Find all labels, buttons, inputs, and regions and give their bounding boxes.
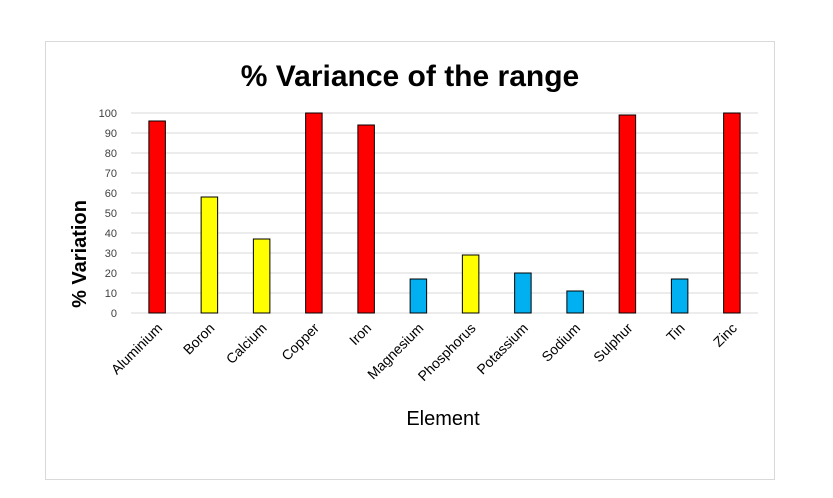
x-tick-label-zinc: Zinc <box>710 320 740 350</box>
bar-phosphorus <box>461 254 480 314</box>
x-tick-label-iron: Iron <box>346 320 374 348</box>
x-axis-label: Element <box>406 408 480 430</box>
bar-chart: % Variance of the range % Variation Elem… <box>69 60 758 430</box>
x-tick-label-boron: Boron <box>180 320 218 358</box>
y-tick-label: 0 <box>111 308 117 320</box>
bar-iron <box>357 124 375 314</box>
y-tick-label: 10 <box>105 288 117 300</box>
x-tick-label-copper: Copper <box>278 320 322 364</box>
y-axis-ticks: 0 10 20 30 40 50 60 70 80 90 100 <box>99 108 117 320</box>
y-tick-label: 40 <box>105 228 117 240</box>
y-tick-label: 60 <box>105 188 117 200</box>
bar-copper <box>305 112 323 314</box>
x-tick-label-calcium: Calcium <box>223 320 270 367</box>
bar-sulphur <box>618 114 637 314</box>
x-axis-ticks: Aluminium Boron Calcium Copper IronMagnesium… <box>108 320 740 384</box>
y-axis-label: % Variation <box>69 200 91 308</box>
y-tick-label: 20 <box>105 268 117 280</box>
x-tick-label-potassium: Potassium <box>473 320 531 378</box>
x-tick-label-sodium: Sodium <box>538 320 583 365</box>
y-tick-label: 30 <box>105 248 117 260</box>
y-tick-label: 90 <box>105 128 117 140</box>
bar-tin <box>670 278 689 314</box>
chart-container: % Variance of the range % Variation Elem… <box>45 41 775 480</box>
bar-potassium <box>514 272 532 314</box>
x-tick-label-aluminium: Aluminium <box>108 320 166 378</box>
bar-magnesium <box>409 278 428 314</box>
y-tick-label: 70 <box>105 168 117 180</box>
y-tick-label: 80 <box>105 148 117 160</box>
bar-aluminium <box>148 120 166 314</box>
bars <box>148 112 741 314</box>
y-tick-label: 50 <box>105 208 117 220</box>
x-tick-label-sulphur: Sulphur <box>590 320 636 366</box>
gridlines <box>131 112 758 314</box>
bar-calcium <box>252 238 271 314</box>
bar-boron <box>200 196 219 314</box>
bar-zinc <box>723 112 741 314</box>
bar-sodium <box>566 290 584 314</box>
y-tick-label: 100 <box>99 108 117 120</box>
x-tick-label-tin: Tin <box>663 320 688 345</box>
chart-title: % Variance of the range <box>241 60 579 93</box>
